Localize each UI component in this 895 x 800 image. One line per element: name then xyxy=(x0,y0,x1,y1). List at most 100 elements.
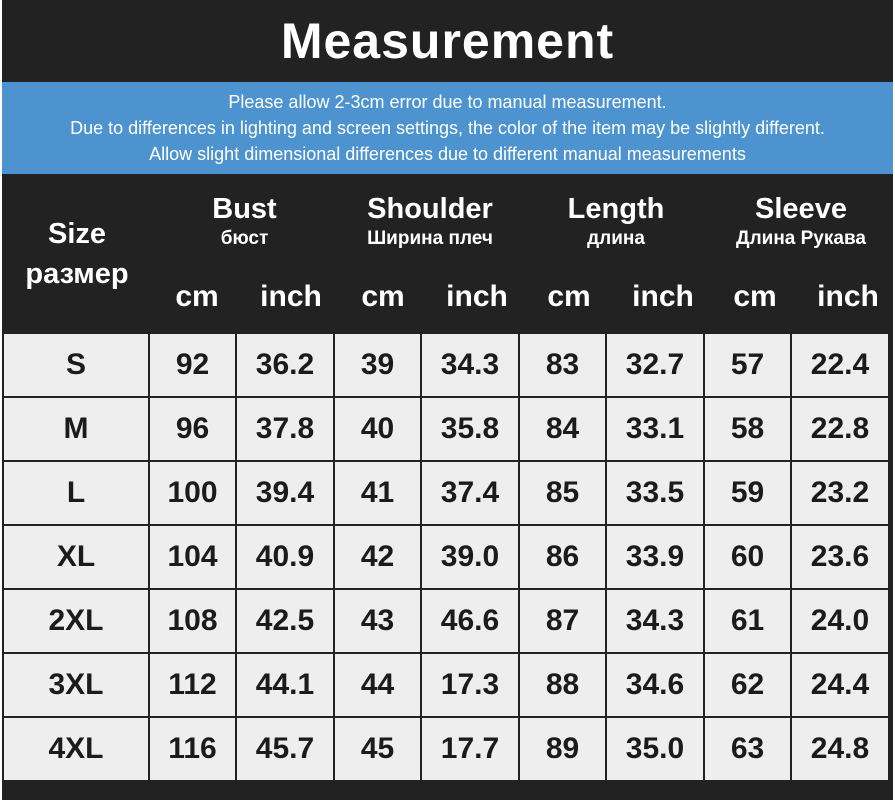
size-table: S 92 36.2 39 34.3 83 32.7 57 22.4 M 96 37.8 40 35.8 84… xyxy=(2,332,890,782)
shoulder-cm-cell: 42 xyxy=(333,524,422,590)
unit-inch: inch xyxy=(632,280,694,313)
bust-cm-cell: 108 xyxy=(148,588,237,654)
bust-inch-cell: 44.1 xyxy=(235,652,335,718)
header-sleeve-ru: Длина Рукава xyxy=(736,228,866,249)
header-size-ru: размер xyxy=(25,258,129,290)
size-cell: 3XL xyxy=(2,652,150,718)
length-inch-cell: 35.0 xyxy=(605,716,705,782)
table-row: 4XL 116 45.7 45 17.7 89 35.0 63 24.8 xyxy=(2,716,890,782)
header-length-ru: длина xyxy=(587,228,645,249)
header-shoulder: Shoulder Ширина плеч xyxy=(337,192,523,252)
shoulder-inch-cell: 17.3 xyxy=(420,652,520,718)
header-sleeve-en: Sleeve xyxy=(755,193,847,225)
table-row: 3XL 112 44.1 44 17.3 88 34.6 62 24.4 xyxy=(2,652,890,718)
unit-cm: cm xyxy=(733,280,777,313)
sleeve-inch-cell: 23.2 xyxy=(790,460,890,526)
shoulder-inch-cell: 34.3 xyxy=(420,332,520,398)
unit-cm: cm xyxy=(547,280,591,313)
length-cm-cell: 84 xyxy=(518,396,607,462)
length-cm-cell: 83 xyxy=(518,332,607,398)
notice-line: Allow slight dimensional differences due… xyxy=(149,144,746,164)
header-shoulder-en: Shoulder xyxy=(367,193,493,225)
length-cm-cell: 88 xyxy=(518,652,607,718)
header-size-en: Size xyxy=(47,218,107,250)
length-cm-cell: 89 xyxy=(518,716,607,782)
shoulder-cm-cell: 45 xyxy=(333,716,422,782)
size-cell: M xyxy=(2,396,150,462)
shoulder-cm-cell: 43 xyxy=(333,588,422,654)
bust-cm-cell: 104 xyxy=(148,524,237,590)
length-inch-cell: 32.7 xyxy=(605,332,705,398)
size-cell: 4XL xyxy=(2,716,150,782)
bust-cm-cell: 112 xyxy=(148,652,237,718)
shoulder-inch-cell: 46.6 xyxy=(420,588,520,654)
sleeve-cm-cell: 58 xyxy=(703,396,792,462)
notice-line: Please allow 2-3cm error due to manual m… xyxy=(228,92,667,112)
table-header: Size размер Bust бюст Shoulder Ширина пл… xyxy=(2,174,893,330)
header-bust: Bust бюст xyxy=(152,192,337,252)
sleeve-inch-cell: 22.4 xyxy=(790,332,890,398)
table-row: M 96 37.8 40 35.8 84 33.1 58 22.8 xyxy=(2,396,890,462)
title-bar: Measurement xyxy=(2,0,893,82)
bust-inch-cell: 45.7 xyxy=(235,716,335,782)
length-cm-cell: 85 xyxy=(518,460,607,526)
header-bust-en: Bust xyxy=(212,193,277,225)
table-row: L 100 39.4 41 37.4 85 33.5 59 23.2 xyxy=(2,460,890,526)
shoulder-inch-cell: 39.0 xyxy=(420,524,520,590)
page-title: Measurement xyxy=(280,13,615,69)
sleeve-cm-cell: 62 xyxy=(703,652,792,718)
sleeve-inch-cell: 24.8 xyxy=(790,716,890,782)
header-size: Size размер xyxy=(2,214,152,294)
unit-inch: inch xyxy=(817,280,879,313)
length-inch-cell: 33.1 xyxy=(605,396,705,462)
table-row: XL 104 40.9 42 39.0 86 33.9 60 23.6 xyxy=(2,524,890,590)
unit-cm: cm xyxy=(175,280,219,313)
header-sleeve: Sleeve Длина Рукава xyxy=(709,192,893,252)
table-row: S 92 36.2 39 34.3 83 32.7 57 22.4 xyxy=(2,332,890,398)
shoulder-inch-cell: 35.8 xyxy=(420,396,520,462)
header-bust-ru: бюст xyxy=(220,228,269,249)
notice-banner: Please allow 2-3cm error due to manual m… xyxy=(2,82,893,174)
unit-cm: cm xyxy=(361,280,405,313)
sleeve-inch-cell: 22.8 xyxy=(790,396,890,462)
bust-inch-cell: 40.9 xyxy=(235,524,335,590)
bust-inch-cell: 36.2 xyxy=(235,332,335,398)
shoulder-cm-cell: 40 xyxy=(333,396,422,462)
size-cell: L xyxy=(2,460,150,526)
size-cell: S xyxy=(2,332,150,398)
length-inch-cell: 33.5 xyxy=(605,460,705,526)
bust-cm-cell: 92 xyxy=(148,332,237,398)
bust-inch-cell: 39.4 xyxy=(235,460,335,526)
unit-inch: inch xyxy=(260,280,322,313)
header-length: Length длина xyxy=(523,192,709,252)
sleeve-inch-cell: 24.0 xyxy=(790,588,890,654)
sleeve-cm-cell: 57 xyxy=(703,332,792,398)
shoulder-cm-cell: 39 xyxy=(333,332,422,398)
shoulder-cm-cell: 41 xyxy=(333,460,422,526)
sleeve-inch-cell: 24.4 xyxy=(790,652,890,718)
length-inch-cell: 34.3 xyxy=(605,588,705,654)
sleeve-cm-cell: 61 xyxy=(703,588,792,654)
unit-inch: inch xyxy=(446,280,508,313)
length-inch-cell: 33.9 xyxy=(605,524,705,590)
length-cm-cell: 86 xyxy=(518,524,607,590)
size-cell: 2XL xyxy=(2,588,150,654)
length-cm-cell: 87 xyxy=(518,588,607,654)
sleeve-inch-cell: 23.6 xyxy=(790,524,890,590)
sleeve-cm-cell: 59 xyxy=(703,460,792,526)
shoulder-inch-cell: 17.7 xyxy=(420,716,520,782)
bust-cm-cell: 100 xyxy=(148,460,237,526)
length-inch-cell: 34.6 xyxy=(605,652,705,718)
size-cell: XL xyxy=(2,524,150,590)
sleeve-cm-cell: 63 xyxy=(703,716,792,782)
header-length-en: Length xyxy=(567,193,665,225)
bust-cm-cell: 96 xyxy=(148,396,237,462)
shoulder-cm-cell: 44 xyxy=(333,652,422,718)
bust-inch-cell: 42.5 xyxy=(235,588,335,654)
header-shoulder-ru: Ширина плеч xyxy=(367,228,493,249)
notice-line: Due to differences in lighting and scree… xyxy=(70,118,825,138)
bust-cm-cell: 116 xyxy=(148,716,237,782)
sleeve-cm-cell: 60 xyxy=(703,524,792,590)
shoulder-inch-cell: 37.4 xyxy=(420,460,520,526)
